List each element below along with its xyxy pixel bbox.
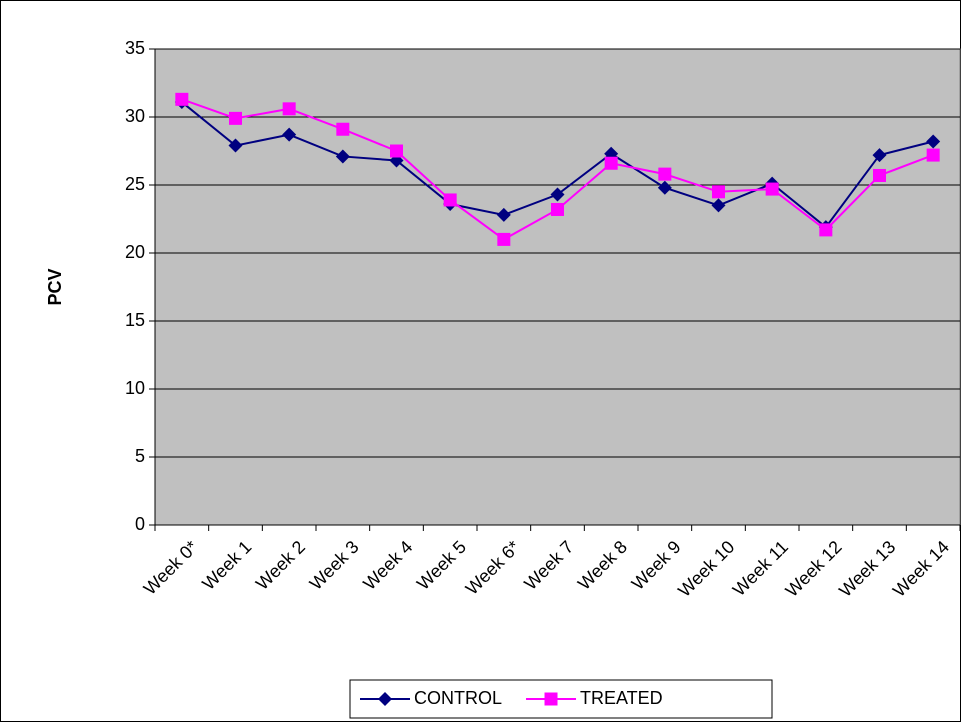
marker bbox=[657, 180, 672, 195]
marker bbox=[872, 148, 887, 163]
y-tick-label: 10 bbox=[125, 378, 145, 398]
marker bbox=[175, 92, 189, 106]
y-tick-label: 20 bbox=[125, 242, 145, 262]
series bbox=[175, 92, 940, 246]
y-axis-label: PCV bbox=[45, 268, 65, 305]
marker bbox=[229, 111, 242, 125]
marker bbox=[658, 167, 672, 181]
marker bbox=[550, 187, 565, 202]
legend-label: CONTROL bbox=[414, 688, 502, 708]
marker bbox=[335, 149, 350, 164]
marker bbox=[765, 182, 779, 196]
legend-label: TREATED bbox=[580, 688, 663, 708]
marker bbox=[390, 144, 403, 158]
y-tick-label: 25 bbox=[125, 174, 145, 194]
marker bbox=[819, 223, 833, 237]
marker bbox=[336, 122, 350, 136]
y-tick-label: 5 bbox=[135, 446, 145, 466]
marker bbox=[497, 232, 511, 246]
y-tick-label: 35 bbox=[125, 38, 145, 58]
marker bbox=[378, 692, 392, 706]
marker bbox=[443, 193, 457, 207]
y-tick-label: 0 bbox=[135, 514, 145, 534]
marker bbox=[282, 102, 296, 116]
marker bbox=[604, 156, 618, 170]
marker bbox=[926, 148, 940, 162]
marker bbox=[228, 138, 243, 153]
plot-area bbox=[154, 48, 961, 526]
marker bbox=[496, 207, 511, 222]
marker bbox=[282, 127, 297, 142]
y-tick-label: 15 bbox=[125, 310, 145, 330]
marker bbox=[711, 198, 726, 213]
marker bbox=[544, 692, 558, 706]
marker bbox=[873, 168, 886, 182]
marker bbox=[712, 185, 725, 199]
marker bbox=[926, 134, 941, 149]
y-tick-label: 30 bbox=[125, 106, 145, 126]
marker bbox=[551, 202, 564, 216]
